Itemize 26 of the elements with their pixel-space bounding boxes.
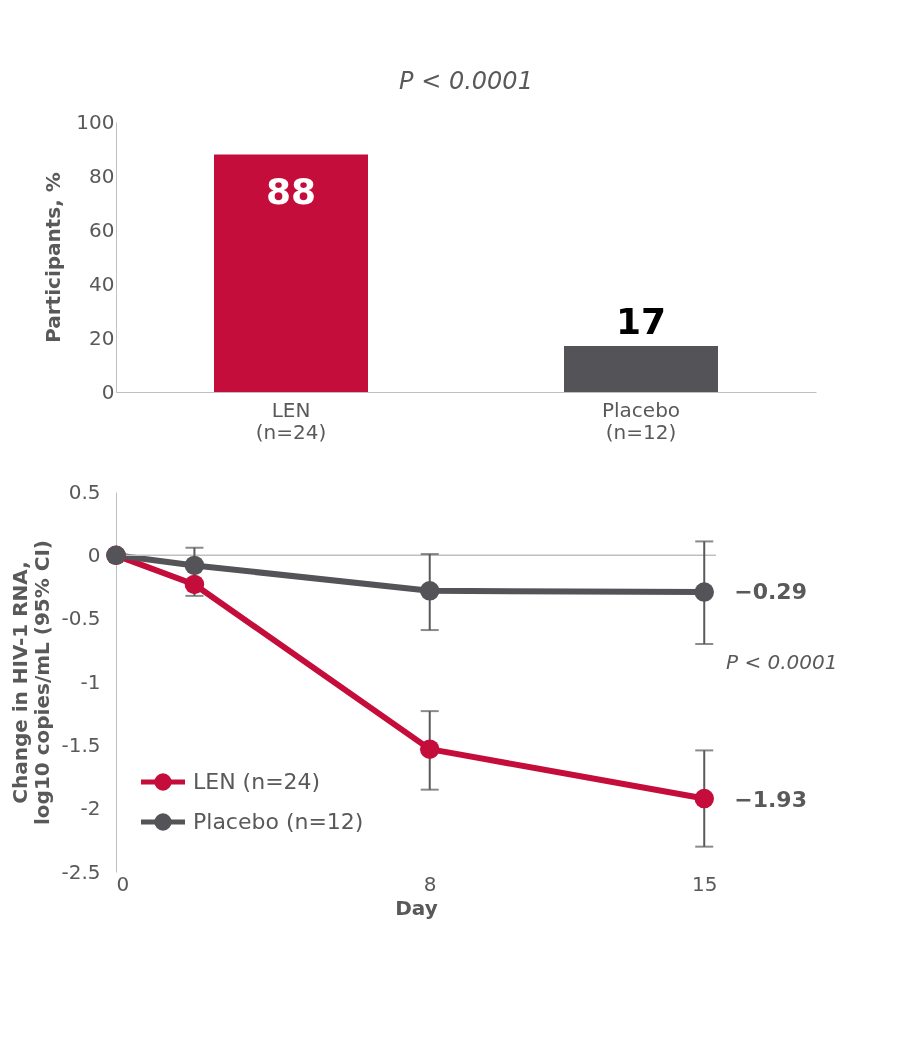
y-tick-label: -2.5 <box>61 859 101 884</box>
annotation: −1.93 <box>734 786 807 812</box>
x-tick-label: 8 <box>423 871 437 896</box>
y-tick-label: 80 <box>89 163 115 188</box>
y-tick-label: 100 <box>76 109 115 134</box>
y-axis-title: Participants, % <box>41 172 66 343</box>
y-tick-label: -1.5 <box>61 732 101 757</box>
data-label: 88 <box>265 171 317 213</box>
text: P < 0.0001 <box>726 650 838 674</box>
y-tick-label: 0 <box>87 542 101 567</box>
y-tick-label: 60 <box>89 217 115 242</box>
y-tick-label: 20 <box>89 325 115 350</box>
y-axis-title: Change in HIV-1 RNA, log10 copies/mL (95% CI) <box>8 539 55 826</box>
data-label: 17 <box>615 301 667 343</box>
y-tick-label: 40 <box>89 271 115 296</box>
legend-label: Placebo (n=12) <box>193 809 364 834</box>
legend-label: LEN (n=24) <box>193 769 321 794</box>
text: P < 0.0001 <box>399 67 533 95</box>
annotation: −0.29 <box>734 579 807 605</box>
x-tick-label: 15 <box>692 871 718 896</box>
y-tick-label: -1 <box>80 669 101 694</box>
y-tick-label: -2 <box>80 796 101 821</box>
x-axis-title: Day <box>395 895 438 920</box>
y-tick-label: -0.5 <box>61 606 101 631</box>
y-tick-label: 0 <box>101 379 115 404</box>
y-tick-label: 0.5 <box>68 479 101 504</box>
